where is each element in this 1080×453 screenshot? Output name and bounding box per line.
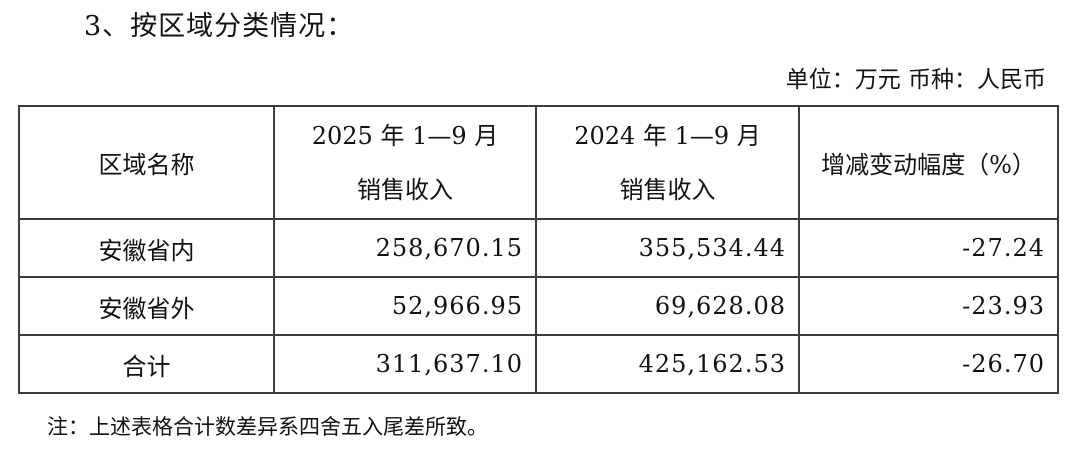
header-2024-period: 2024 年 1—9 月	[574, 121, 761, 150]
header-cell-change-pct: 增减变动幅度（%）	[798, 105, 1059, 220]
cell-revenue-2024: 69,628.08	[535, 276, 800, 336]
cell-revenue-2025: 52,966.95	[273, 276, 537, 336]
header-cell-region: 区域名称	[18, 105, 275, 220]
region-revenue-table: 区域名称 2025 年 1—9 月 销售收入 2024 年 1—9 月 销售收入…	[18, 105, 1059, 394]
cell-region-name: 安徽省外	[18, 276, 275, 336]
table-row-anhui-inside: 安徽省内 258,670.15 355,534.44 -27.24	[18, 218, 1059, 278]
table-row-anhui-outside: 安徽省外 52,966.95 69,628.08 -23.93	[18, 276, 1059, 336]
section-title: 3、按区域分类情况：	[84, 11, 355, 42]
table-row-total: 合计 311,637.10 425,162.53 -26.70	[18, 334, 1059, 394]
header-2024-metric: 销售收入	[619, 175, 716, 204]
header-2025-period: 2025 年 1—9 月	[311, 121, 499, 150]
header-cell-2024-revenue: 2024 年 1—9 月 销售收入	[535, 105, 800, 220]
rounding-footnote: 注：上述表格合计数差异系四舍五入尾差所致。	[47, 415, 488, 439]
cell-revenue-2025: 311,637.10	[273, 334, 537, 394]
cell-region-name: 安徽省内	[18, 218, 275, 278]
cell-revenue-2024: 355,534.44	[535, 218, 800, 278]
header-2025-metric: 销售收入	[357, 175, 453, 204]
cell-change-pct: -27.24	[798, 218, 1059, 278]
cell-change-pct: -26.70	[798, 334, 1059, 394]
header-cell-2025-revenue: 2025 年 1—9 月 销售收入	[273, 105, 537, 220]
cell-region-name: 合计	[18, 334, 275, 394]
unit-currency-note: 单位：万元 币种：人民币	[785, 67, 1046, 93]
table-header-row: 区域名称 2025 年 1—9 月 销售收入 2024 年 1—9 月 销售收入…	[18, 105, 1059, 220]
cell-change-pct: -23.93	[798, 276, 1059, 336]
cell-revenue-2025: 258,670.15	[273, 218, 537, 278]
cell-revenue-2024: 425,162.53	[535, 334, 800, 394]
